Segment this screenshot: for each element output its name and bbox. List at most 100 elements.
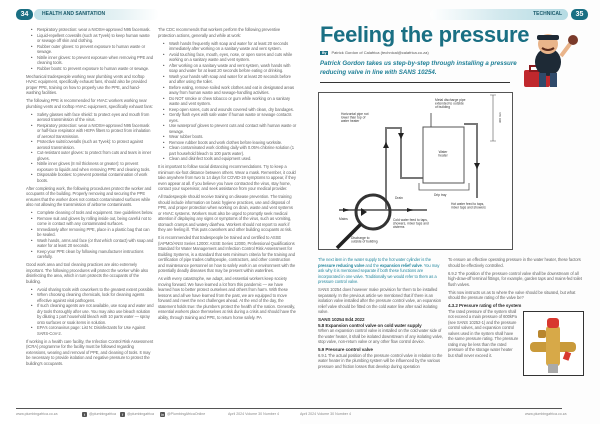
footer-issue: April 2024 Volume 30 Number 4 — [300, 412, 351, 416]
list-item: Protective suits/coveralls (such as Tyve… — [26, 139, 154, 150]
list-item: Rubber outer gloves: to prevent exposure… — [26, 44, 154, 55]
water-heater-diagram: 300 mm Metal discharge pipe extended to o… — [318, 92, 513, 250]
list-item: When choosing cleaning chemicals, look f… — [26, 292, 154, 303]
bullet-list: Avoid sharing tools with coworkers to th… — [26, 287, 154, 337]
paragraph: Mechanical tradespeople working near plu… — [26, 73, 147, 96]
list-item: Respiratory protection: wear a NIOSH-app… — [26, 27, 154, 33]
footer-issue: April 2024 Volume 30 Number 4 — [228, 412, 279, 416]
list-item: Immediately after removing PPE, place in… — [26, 227, 154, 238]
linkedin-icon: in — [160, 412, 165, 417]
paragraph: The CDC recommends that workers perform … — [158, 27, 281, 38]
list-item: Before eating, remove soiled work clothe… — [158, 85, 297, 96]
paragraph: The next item in the water supply to the… — [318, 257, 440, 284]
header-rule — [320, 82, 510, 83]
right-column-1: The next item in the water supply to the… — [318, 257, 443, 372]
paragraph: As with every catastrophe, we adapt, and… — [158, 276, 296, 320]
right-column-2: To ensure an effective operating pressur… — [448, 257, 584, 309]
drip-tray — [418, 183, 470, 191]
facebook-icon: f — [120, 412, 125, 417]
footer-rule — [300, 408, 562, 409]
list-item: Wear rubber boots. — [158, 134, 297, 140]
footer-linkedin[interactable]: in @PlumbingAfricaOnline — [160, 412, 205, 417]
label-drip-tray: Drip tray — [434, 193, 447, 197]
paragraph: 6.9.2 The position of the pressure contr… — [448, 270, 582, 287]
label-hot-feed: Hot water feed to taps, mixer taps and sh… — [451, 202, 486, 210]
bullet-list: Safety glasses with face shield: to prot… — [26, 112, 154, 184]
facebook-handle: @plumbingafrica — [127, 412, 155, 416]
standfirst: Patrick Gordon takes us step-by-step thr… — [320, 60, 517, 76]
byline-tag: By — [320, 50, 329, 55]
paragraph: After completing work, the following pro… — [26, 185, 152, 208]
paragraph: 6.9.1 The actual position of the pressur… — [318, 352, 443, 369]
section-tab: HEALTH AND SANITATION — [34, 9, 159, 20]
bullet-list: Wash hands frequently with soap and wate… — [158, 41, 297, 162]
subheading: 5.8 Expansion control valve on cold wate… — [318, 322, 422, 328]
list-item: Clean and disinfect tools and equipment … — [158, 156, 297, 162]
dimension-label: 300 mm — [498, 112, 502, 123]
label-horizontal-pipe: Horizontal pipe not lower than top of wate… — [341, 112, 369, 123]
label-drain: Drain — [395, 196, 403, 200]
footer-website[interactable]: www.plumbingafrica.co.za — [525, 412, 567, 416]
list-item: Wash your hands with soap and water for … — [158, 74, 297, 85]
water-heater — [422, 126, 465, 184]
paragraph: It is recommended that tradespeople be t… — [158, 235, 296, 273]
paragraph: To ensure an effective operating pressur… — [448, 257, 581, 268]
footer-rule — [16, 408, 300, 409]
paragraph: The rated pressure of the system shall n… — [448, 308, 519, 358]
label-water-heater: Water heater — [438, 150, 448, 158]
diagram-labels: Metal discharge pipe extended to outside o… — [339, 98, 486, 244]
twitter-handle: @plumbingafrica — [89, 412, 117, 416]
paragraph: The following PPE is recommended for HVA… — [26, 98, 153, 109]
list-item: Keep your PPE clean by following manufac… — [26, 249, 154, 260]
footer-twitter[interactable]: t @plumbingafrica — [82, 412, 116, 417]
list-item: Wash hands, arms and face (or that which… — [26, 238, 154, 249]
paragraph: This now instructs us as to where the va… — [448, 289, 576, 301]
paragraph: All tradespeople should receive training… — [158, 194, 293, 232]
left-page: 34 HEALTH AND SANITATION Respiratory pro… — [0, 0, 300, 424]
linkedin-handle: @PlumbingAfricaOnline — [167, 412, 206, 416]
list-item: EPA's coronavirus page: List N: Disinfec… — [26, 325, 154, 336]
right-column-2-wrapper: To ensure an effective operating pressur… — [448, 257, 584, 378]
list-item: Do NOT smoke or chew tobacco or gum whil… — [158, 96, 297, 107]
list-item: Avoid sharing tools with coworkers to th… — [26, 287, 154, 293]
pressure-valve-photo — [523, 310, 584, 376]
left-column-1: Respiratory protection: wear a NIOSH-app… — [26, 27, 154, 369]
list-item: Respiratory protection: wear a NIOSH-app… — [26, 123, 154, 140]
subheading: 5.9 Pressure control valve — [318, 347, 373, 352]
page-number-badge: 34 — [16, 9, 33, 20]
list-item: Avoid touching face, mouth, eyes, nose, … — [158, 52, 297, 63]
bullet-list: Respiratory protection: wear a NIOSH-app… — [26, 27, 154, 71]
label-discharge-outside: Discharge to outside of building — [351, 236, 378, 244]
list-item: Cut-resistant outer gloves: to protect f… — [26, 150, 154, 161]
list-item: Disposable booties: to prevent potential… — [26, 172, 154, 183]
list-item: Safety glasses with face shield: to prot… — [26, 112, 154, 123]
list-item: Liquid-repellent coveralls (such as Tyve… — [26, 33, 154, 44]
twitter-icon: t — [82, 412, 87, 417]
footer-facebook[interactable]: f @plumbingafrica — [120, 412, 154, 417]
bullet-list: Complete cleaning of tools and equipment… — [26, 210, 154, 260]
label-mains: Mains — [339, 217, 348, 221]
plumber-mascot-illustration — [524, 34, 578, 87]
byline: By Patrick Gordon of Calafrica (technical… — [320, 50, 429, 55]
magnifier-icon — [354, 193, 392, 231]
footer-website[interactable]: www.plumbingafrica.co.za — [16, 412, 58, 416]
list-item: Use waterproof gloves to prevent cuts an… — [158, 123, 297, 134]
dimension-line — [490, 94, 496, 142]
list-item: Clean contaminated work clothing daily w… — [158, 145, 297, 156]
paragraph: It is important to follow social distanc… — [158, 164, 296, 191]
list-item: Remove suit and gloves by rolling inside… — [26, 216, 154, 227]
byline-author: Patrick Gordon of Calafrica (technical@c… — [331, 50, 429, 55]
label-cold-feed: Cold water feed to taps, showers, mixer t… — [393, 218, 429, 229]
left-column-2: The CDC recommends that workers perform … — [158, 27, 297, 323]
page-number-badge: 35 — [571, 9, 588, 20]
list-item: Rubber boots: to prevent exposure to hum… — [26, 66, 154, 72]
section-tab: TECHNICAL — [430, 9, 568, 20]
subheading: 4.3.2 Pressure rating of the system — [448, 303, 522, 308]
right-page: TECHNICAL 35 Feeling the pressure By Patr… — [300, 0, 600, 424]
right-column-2-narrow: The rated pressure of the system shall n… — [448, 308, 584, 376]
list-item: Gently flush eyes with safe water if hum… — [158, 112, 297, 123]
label-discharge-pipe: Metal discharge pipe extended to outside o… — [435, 98, 466, 109]
list-item: Nitrile inner gloves: to prevent exposur… — [26, 55, 154, 66]
list-item: Complete cleaning of tools and equipment… — [26, 210, 154, 216]
paragraph: SANS 10254 does however make provision f… — [318, 287, 441, 314]
